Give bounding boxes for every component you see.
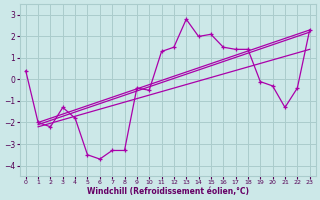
X-axis label: Windchill (Refroidissement éolien,°C): Windchill (Refroidissement éolien,°C) [87, 187, 249, 196]
